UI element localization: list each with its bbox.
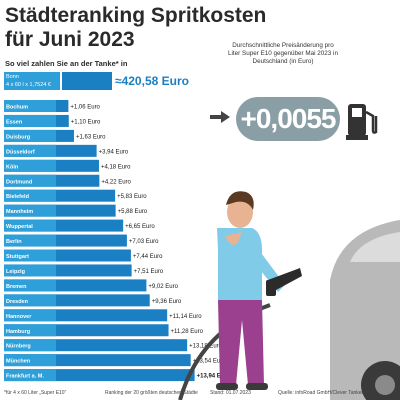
- bar-label-bg-14: [4, 309, 56, 322]
- bar-value-label: +5,88 Euro: [118, 209, 148, 215]
- bar-category-label: Duisburg: [6, 134, 30, 140]
- bar-value-label: +9,36 Euro: [152, 299, 182, 305]
- bar-value-label: +6,65 Euro: [125, 224, 155, 230]
- arrow-right-icon: [210, 111, 230, 123]
- price-change-description: Durchschnittliche Preisänderung pro Lite…: [228, 42, 338, 65]
- bar-label-bg-16: [4, 339, 56, 352]
- bar-category-label: Hamburg: [6, 329, 30, 335]
- bar-label-bg-2: [4, 129, 56, 142]
- title-line-2: für Juni 2023: [5, 28, 135, 51]
- subtitle: So viel zahlen Sie an der Tanke* in: [5, 59, 128, 68]
- title-line-1: Städteranking Spritkosten: [5, 4, 267, 27]
- bar-category-label: Frankfurt a. M.: [6, 374, 44, 380]
- bar-label-bg-9: [4, 234, 56, 247]
- reference-city: Bonn: [6, 74, 19, 80]
- footer-date: Stand: 01.07.2023: [210, 390, 251, 396]
- bar-category-label: Düsseldorf: [6, 149, 35, 155]
- bar-category-label: Bochum: [6, 105, 28, 111]
- bar-category-label: Bielefeld: [6, 194, 29, 200]
- bar-label-bg-15: [4, 324, 56, 337]
- bar-label-bg-18: [4, 369, 56, 382]
- bar-category-label: Essen: [6, 119, 23, 125]
- bar-value-label: +7,44 Euro: [133, 254, 163, 260]
- fuel-pump-icon: [346, 104, 378, 140]
- footer-note: *für 4 x 60 Liter „Super E10“: [4, 390, 67, 396]
- bar-value-label: +7,03 Euro: [129, 239, 159, 245]
- reference-bar: [62, 72, 112, 90]
- bar-value-label: +4,18 Euro: [101, 164, 131, 170]
- bar-label-bg-11: [4, 264, 56, 277]
- bar-label-bg-1: [4, 114, 56, 127]
- bar-value-label: +4,22 Euro: [101, 179, 131, 185]
- reference-formula: 4 x 60 l x 1,7524 €: [6, 82, 51, 88]
- bar-label-bg-5: [4, 174, 56, 187]
- bar-value-label: +13,54 Euro: [193, 359, 227, 365]
- bar-label-bg-13: [4, 294, 56, 307]
- bar-label-bg-8: [4, 219, 56, 232]
- bar-value-label: +11,14 Euro: [169, 314, 202, 320]
- bar-label-bg-10: [4, 249, 56, 262]
- bar-value-label: +1,10 Euro: [71, 119, 101, 125]
- footer-source: Quelle: infoRoad GmbH/Clever Tanken: [278, 390, 365, 396]
- price-change-value: +0,0055: [240, 103, 337, 134]
- bar-category-label: Bremen: [6, 284, 27, 290]
- bar-category-label: Stuttgart: [6, 254, 29, 260]
- bar-category-label: München: [6, 359, 31, 365]
- bar-category-label: Nürnberg: [6, 344, 31, 350]
- bar-label-bg-12: [4, 279, 56, 292]
- bar-value-label: +7,51 Euro: [134, 269, 164, 275]
- bar-value-label: +9,02 Euro: [148, 284, 178, 290]
- page-title: Städteranking Spritkosten für Juni 2023: [5, 4, 266, 52]
- bar-category-label: Dortmund: [6, 179, 32, 185]
- footer-ranking: Ranking der 20 größten deutschen Städte: [105, 390, 198, 396]
- bar-category-label: Dresden: [6, 299, 29, 305]
- bar-category-label: Köln: [6, 164, 19, 170]
- bar-label-bg-3: [4, 144, 56, 157]
- bar-value-label: +11,28 Euro: [171, 329, 204, 335]
- bar-label-bg-17: [4, 354, 56, 367]
- reference-city-box: Bonn 4 x 60 l x 1,7524 €: [4, 72, 60, 90]
- price-change-bubble: [236, 97, 340, 141]
- bar-value-label: +5,83 Euro: [117, 194, 147, 200]
- bar-category-label: Leipzig: [6, 269, 25, 275]
- bar-value-label: +1,06 Euro: [70, 105, 100, 111]
- bar-value-label: +13,94 Euro: [197, 374, 231, 380]
- bar-label-bg-6: [4, 189, 56, 202]
- bar-value-label: +3,94 Euro: [99, 149, 129, 155]
- bar-value-label: +1,63 Euro: [76, 134, 106, 140]
- reference-total: ≈420,58 Euro: [115, 74, 189, 88]
- bar-label-bg-7: [4, 204, 56, 217]
- bar-category-label: Mannheim: [6, 209, 33, 215]
- bar-label-bg-0: [4, 100, 56, 112]
- bar-category-label: Berlin: [6, 239, 22, 245]
- bar-category-label: Wuppertal: [6, 224, 33, 230]
- bar-label-bg-4: [4, 159, 56, 172]
- bar-category-label: Hannover: [6, 314, 32, 320]
